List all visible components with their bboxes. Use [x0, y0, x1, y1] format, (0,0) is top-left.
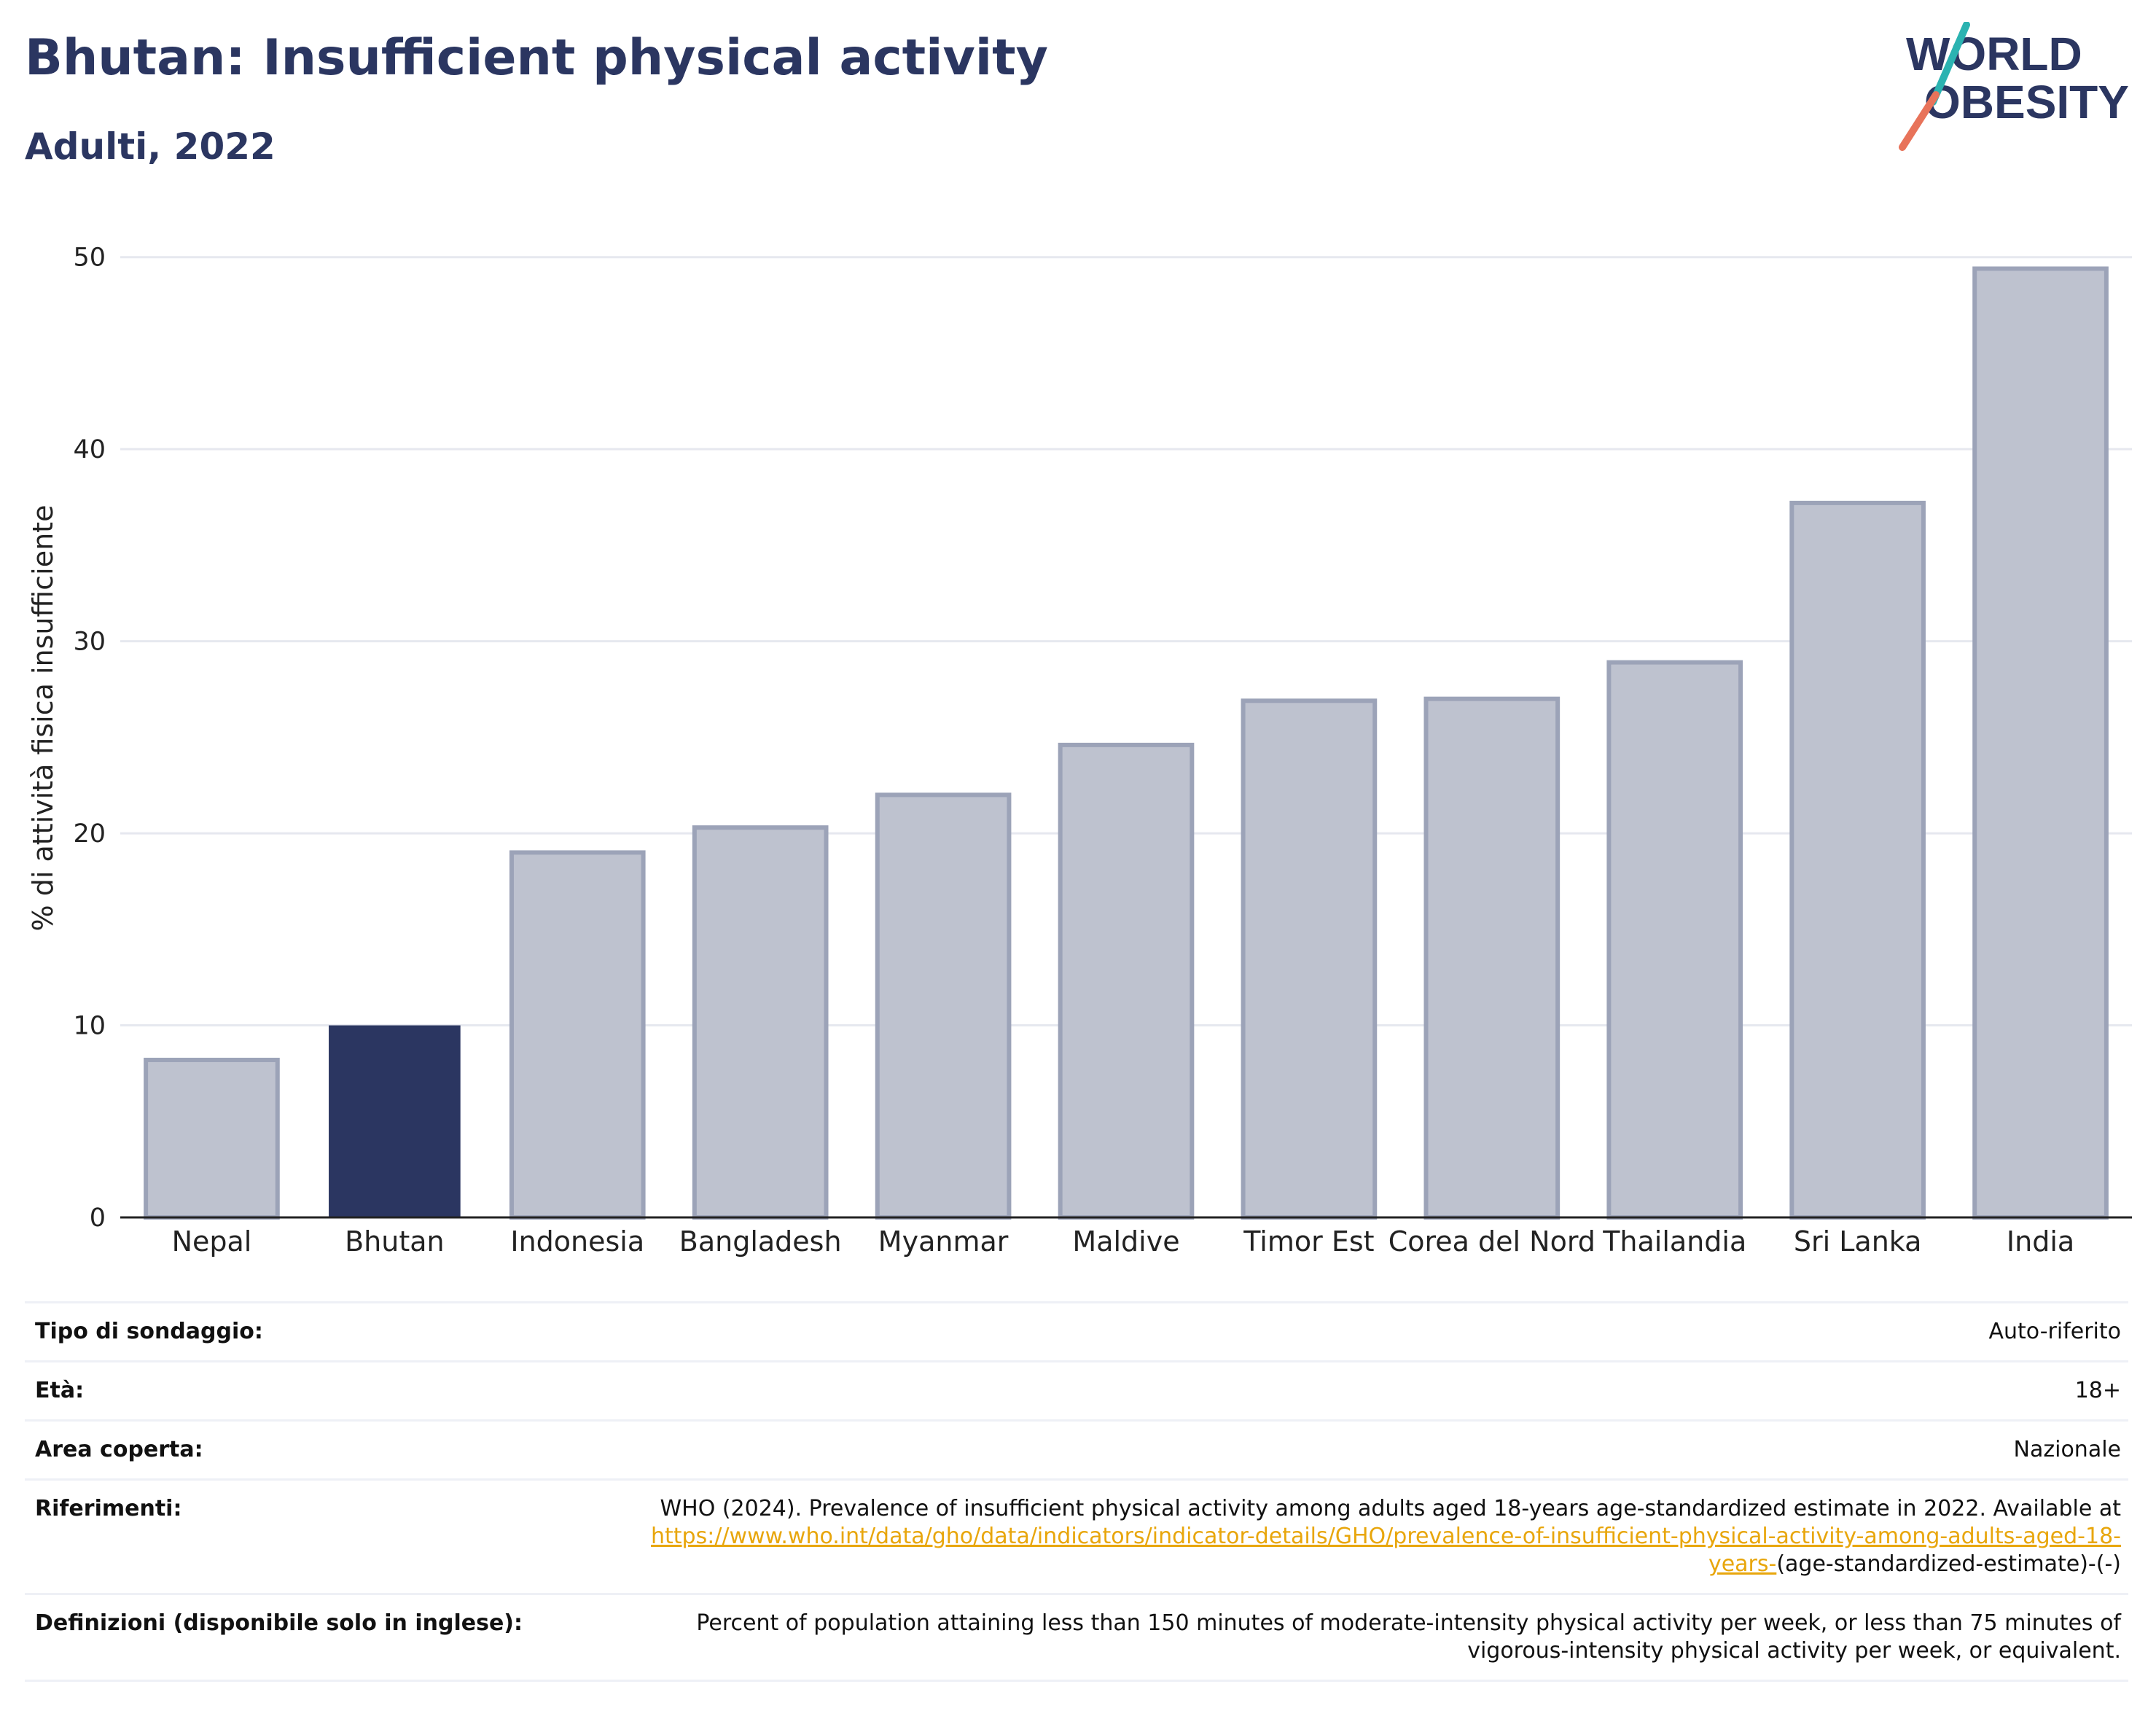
info-label: Tipo di sondaggio:: [25, 1301, 596, 1362]
info-label: Definizioni (disponibile solo in inglese…: [25, 1593, 596, 1682]
bar-india: [1972, 266, 2109, 1220]
bar-bangladesh: [692, 825, 829, 1220]
info-row-definitions: Definizioni (disponibile solo in inglese…: [25, 1593, 2128, 1682]
x-axis-ticks: Nepal Bhutan Indonesia Bangladesh Myanmar Mal…: [172, 1225, 2075, 1258]
x-tick-label: Indonesia: [510, 1225, 644, 1258]
x-tick-label: Maldive: [1072, 1225, 1179, 1258]
bar-corea-del-nord: [1423, 696, 1561, 1220]
y-axis-title: % di attività fisica insufficiente: [27, 505, 59, 932]
info-label: Riferimenti:: [25, 1478, 596, 1595]
info-value: WHO (2024). Prevalence of insufficient p…: [596, 1478, 2128, 1595]
info-row-references: Riferimenti: WHO (2024). Prevalence of i…: [25, 1478, 2128, 1595]
x-tick-label: Thailandia: [1602, 1225, 1746, 1258]
y-tick-label: 0: [90, 1204, 106, 1233]
info-row-coverage: Area coperta: Nazionale: [25, 1419, 2128, 1481]
info-table: Tipo di sondaggio: Auto-riferito Età: 18…: [25, 1301, 2128, 1682]
x-tick-label: Myanmar: [878, 1225, 1009, 1258]
bar-maldive: [1058, 742, 1195, 1220]
info-label: Area coperta:: [25, 1419, 596, 1481]
x-tick-label: Corea del Nord: [1388, 1225, 1595, 1258]
info-value: Auto-riferito: [596, 1301, 2128, 1362]
y-axis-ticks: 0 10 20 30 40 50: [73, 243, 106, 1233]
x-tick-label: Timor Est: [1243, 1225, 1374, 1258]
bar-thailandia: [1606, 660, 1743, 1220]
bar-myanmar: [875, 792, 1012, 1220]
y-tick-label: 10: [73, 1012, 106, 1041]
bar-sri-lanka: [1789, 500, 1926, 1220]
x-tick-label: India: [2007, 1225, 2074, 1258]
info-row-survey-type: Tipo di sondaggio: Auto-riferito: [25, 1301, 2128, 1362]
x-tick-label: Bhutan: [345, 1225, 445, 1258]
reference-suffix: (age-standardized-estimate)-(-): [1776, 1551, 2121, 1577]
chart-subtitle: Adulti, 2022: [25, 125, 276, 168]
bar-nepal: [144, 1057, 280, 1220]
y-tick-label: 50: [73, 243, 106, 273]
logo-text-world: WORLD: [1906, 28, 2082, 80]
y-tick-label: 30: [73, 628, 106, 657]
bar-chart: 0 10 20 30 40 50 Nepal Bhutan Indonesia Banglade…: [27, 243, 2132, 1258]
bar-timor-est: [1241, 698, 1378, 1220]
bars: [144, 266, 2109, 1220]
world-obesity-logo: WORLD OBESITY: [1899, 22, 2129, 151]
logo-slash-coral: [1899, 91, 1940, 151]
info-row-age: Età: 18+: [25, 1360, 2128, 1422]
x-tick-label: Bangladesh: [679, 1225, 842, 1258]
info-label: Età:: [25, 1360, 596, 1422]
bar-bhutan: [329, 1025, 461, 1217]
chart-title: Bhutan: Insufficient physical activity: [25, 29, 1048, 87]
bar-indonesia: [509, 850, 646, 1220]
reference-link[interactable]: https://www.who.int/data/gho/data/indica…: [651, 1524, 2121, 1577]
logo-slash-teal: [1929, 22, 1970, 106]
reference-text: WHO (2024). Prevalence of insufficient p…: [660, 1496, 2121, 1521]
y-tick-label: 20: [73, 819, 106, 849]
info-value: Nazionale: [596, 1419, 2128, 1481]
logo-text-obesity: OBESITY: [1924, 76, 2129, 128]
x-tick-label: Sri Lanka: [1794, 1225, 1922, 1258]
y-tick-label: 40: [73, 435, 106, 464]
info-value: 18+: [596, 1360, 2128, 1422]
info-value: Percent of population attaining less tha…: [596, 1593, 2128, 1682]
x-tick-label: Nepal: [172, 1225, 252, 1258]
